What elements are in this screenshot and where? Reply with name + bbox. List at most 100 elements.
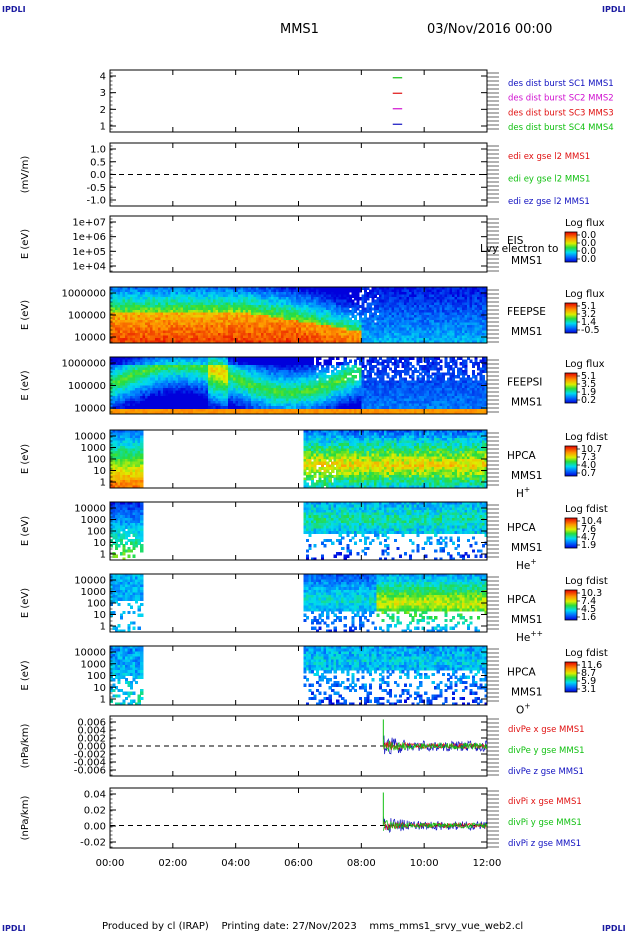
y-tick-label: 0.006 — [77, 718, 106, 729]
y-tick-label: 0.02 — [84, 806, 106, 817]
spectrogram-feepse — [110, 287, 488, 344]
y-tick-label: 10 — [93, 466, 106, 477]
legend-entry: divPe z gse MMS1 — [508, 767, 584, 777]
spacecraft-title: MMS1 — [280, 22, 319, 37]
colorbar-tick-label: 4.0 — [581, 460, 596, 471]
y-tick-label: 10000 — [74, 333, 106, 344]
y-tick-label: 1e+04 — [72, 262, 106, 273]
y-axis-title: (nPa/km) — [20, 724, 31, 769]
legend-entry: des dist burst SC1 MMS1 — [508, 79, 614, 89]
y-axis-title: (mV/m) — [20, 156, 31, 194]
y-tick-label: 0.04 — [84, 790, 106, 801]
date-title: 03/Nov/2016 00:00 — [427, 22, 553, 37]
colorbar-tick-label: -0.5 — [581, 325, 600, 336]
spectrogram-hpca_he — [110, 502, 488, 561]
y-tick-label: 1 — [100, 622, 106, 633]
overlay-label: Lvy electron to — [480, 243, 558, 255]
y-tick-label: 100000 — [68, 381, 106, 392]
colorbar-title: Log fdist — [565, 432, 608, 443]
colorbar-tick-label: 7.4 — [581, 596, 596, 607]
panel-feepse: 1000000 100000 10000 E (eV) FEEPSE MMS1 Log fl… — [20, 286, 605, 344]
legend-entry: edi ex gse l2 MMS1 — [508, 152, 590, 162]
panel-frame — [109, 215, 488, 273]
legend-entry: divPi z gse MMS1 — [508, 839, 581, 849]
legend-entry: edi ey gse l2 MMS1 — [508, 175, 590, 185]
instrument-label: FEEPSI — [507, 377, 542, 389]
y-tick-label: 100 — [87, 599, 106, 610]
colorbar-tick-label: 4.7 — [581, 532, 596, 543]
colorbar-tick-label: 0.0 — [581, 254, 596, 265]
species-charge: + — [524, 702, 530, 711]
y-tick-label: -0.5 — [86, 183, 106, 194]
spacecraft-label: MMS1 — [511, 397, 542, 409]
colorbar-tick-label: 0.2 — [581, 395, 596, 406]
colorbar-tick-label: 10.7 — [581, 444, 602, 455]
colorbar-tick-label: 0.0 — [581, 246, 596, 257]
y-tick-label: 1 — [100, 478, 106, 489]
y-tick-label: 10000 — [74, 648, 106, 659]
spacecraft-label: MMS1 — [511, 614, 542, 626]
species-charge: ++ — [530, 629, 543, 638]
y-tick-label: 10 — [93, 610, 106, 621]
y-tick-label: 0.000 — [77, 742, 106, 753]
y-tick-label: 0.002 — [77, 734, 106, 745]
colorbar-tick-label: 1.4 — [581, 317, 596, 328]
footer-printing-date: Printing date: 27/Nov/2023 — [221, 921, 357, 932]
panel-divpi: 0.04 0.02 0.00 -0.02 (nPa/km) divPi x gse MMS… — [20, 787, 582, 849]
y-tick-label: 1000 — [81, 659, 106, 670]
y-tick-label: -0.006 — [74, 766, 106, 777]
colorbar — [564, 372, 578, 404]
y-tick-label: 0.004 — [77, 726, 106, 737]
y-tick-label: 1 — [100, 550, 106, 561]
spacecraft-label: MMS1 — [511, 470, 542, 482]
y-tick-label: -0.004 — [74, 758, 106, 769]
colorbar-tick-label: 3.1 — [581, 684, 596, 695]
y-tick-label: 100000 — [68, 311, 106, 322]
y-tick-label: 100 — [87, 671, 106, 682]
legend-entry: divPe x gse MMS1 — [508, 725, 585, 735]
colorbar — [564, 661, 578, 693]
colorbar-tick-label: 5.1 — [581, 371, 596, 382]
colorbar — [564, 445, 578, 477]
species-label: H+ — [516, 485, 530, 500]
spectrogram-hpca_o — [110, 646, 488, 706]
colorbar-tick-label: 1.6 — [581, 612, 596, 623]
legend-entry: edi ez gse l2 MMS1 — [508, 197, 590, 207]
instrument-label: HPCA — [507, 522, 537, 534]
x-tick-label: 02:00 — [158, 858, 187, 869]
species-charge: + — [530, 557, 536, 566]
y-tick-label: 100 — [87, 527, 106, 538]
legend-entry: des dist burst SC4 MMS4 — [508, 123, 614, 133]
legend-entry: des dist burst SC3 MMS3 — [508, 108, 614, 118]
y-axis-title: E (eV) — [20, 229, 31, 259]
x-tick-label: 08:00 — [347, 858, 376, 869]
colorbar-tick-label: 4.5 — [581, 604, 596, 615]
panel-feepsi: 1000000 100000 10000 E (eV) FEEPSI MMS1 Log fl… — [20, 356, 605, 415]
colorbar-tick-label: 0.7 — [581, 468, 596, 479]
instrument-label: EIS — [507, 235, 524, 247]
y-axis-title: E (eV) — [20, 588, 31, 618]
corner-label-bottom-left: IPDLI — [2, 924, 26, 933]
y-tick-label: 10000 — [74, 576, 106, 587]
y-tick-label: 1000 — [81, 443, 106, 454]
x-tick-label: 12:00 — [473, 858, 502, 869]
colorbar-title: Log flux — [565, 289, 605, 300]
footer-credit: Produced by cl (IRAP) — [102, 921, 209, 932]
y-axis-title: E (eV) — [20, 660, 31, 690]
colorbar-tick-label: 1.9 — [581, 387, 596, 398]
corner-label-bottom-right: IPDLI — [602, 924, 626, 933]
x-tick-label: 00:00 — [96, 858, 125, 869]
colorbar — [564, 302, 578, 334]
colorbar-tick-label: 10.4 — [581, 516, 602, 527]
y-tick-label: 0.5 — [90, 157, 106, 168]
trace-0 — [382, 735, 488, 755]
spacecraft-label: MMS1 — [511, 326, 542, 338]
y-tick-label: 10000 — [74, 432, 106, 443]
trace-2 — [382, 740, 488, 752]
colorbar-tick-label: 11.6 — [581, 660, 602, 671]
